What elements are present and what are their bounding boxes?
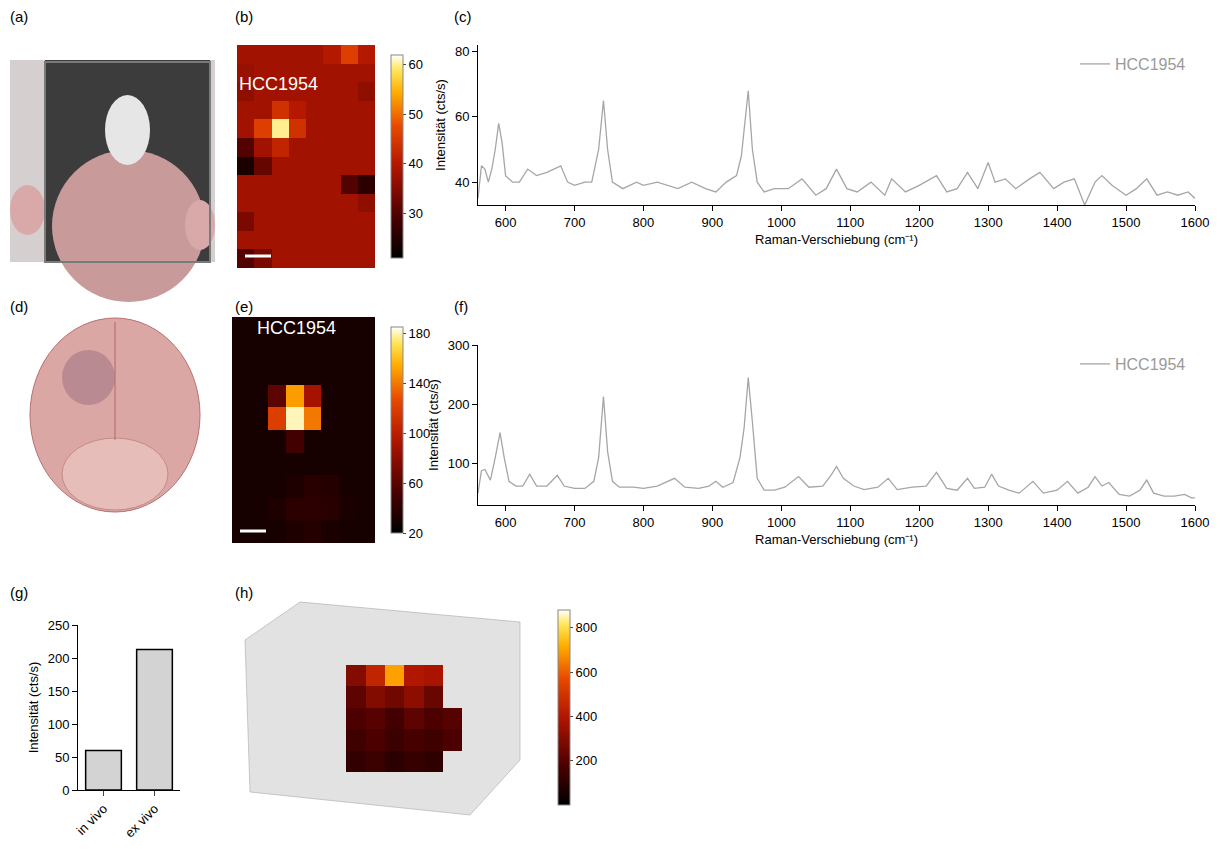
svg-text:1500: 1500	[1112, 515, 1141, 530]
svg-text:40: 40	[409, 156, 423, 171]
svg-text:Intensität (cts/s): Intensität (cts/s)	[426, 379, 441, 471]
svg-text:600: 600	[576, 665, 598, 680]
svg-text:200: 200	[48, 651, 70, 666]
svg-text:700: 700	[564, 215, 586, 230]
svg-text:HCC1954: HCC1954	[257, 318, 336, 338]
svg-text:180: 180	[409, 326, 431, 341]
svg-text:250: 250	[48, 618, 70, 633]
svg-text:800: 800	[633, 215, 655, 230]
svg-text:1600: 1600	[1181, 515, 1210, 530]
svg-text:80: 80	[455, 44, 469, 59]
svg-text:900: 900	[702, 215, 724, 230]
svg-text:ex vivo: ex vivo	[122, 801, 161, 840]
svg-text:1400: 1400	[1043, 515, 1072, 530]
svg-text:200: 200	[448, 397, 470, 412]
svg-text:900: 900	[702, 515, 724, 530]
svg-text:300: 300	[448, 338, 470, 353]
svg-text:800: 800	[576, 620, 598, 635]
svg-text:140: 140	[409, 376, 431, 391]
svg-text:100: 100	[409, 426, 431, 441]
svg-text:1200: 1200	[905, 215, 934, 230]
svg-text:50: 50	[55, 750, 69, 765]
svg-text:Raman-Verschiebung (cm⁻¹): Raman-Verschiebung (cm⁻¹)	[755, 232, 918, 247]
svg-text:(e): (e)	[235, 298, 253, 315]
svg-text:1600: 1600	[1181, 215, 1210, 230]
svg-text:1000: 1000	[767, 215, 796, 230]
svg-text:HCC1954: HCC1954	[1115, 356, 1185, 373]
svg-text:600: 600	[495, 515, 517, 530]
svg-text:(f): (f)	[454, 298, 468, 315]
svg-text:1400: 1400	[1043, 215, 1072, 230]
svg-text:800: 800	[633, 515, 655, 530]
svg-text:1500: 1500	[1112, 215, 1141, 230]
svg-text:20: 20	[409, 526, 423, 541]
svg-text:in vivo: in vivo	[74, 801, 111, 838]
svg-text:600: 600	[495, 215, 517, 230]
svg-text:Raman-Verschiebung (cm⁻¹): Raman-Verschiebung (cm⁻¹)	[755, 532, 918, 547]
svg-text:60: 60	[409, 476, 423, 491]
svg-text:(a): (a)	[10, 8, 28, 25]
svg-text:60: 60	[409, 57, 423, 72]
svg-text:1100: 1100	[836, 215, 864, 230]
svg-text:(g): (g)	[10, 584, 28, 601]
svg-text:60: 60	[455, 109, 469, 124]
svg-text:700: 700	[564, 515, 586, 530]
svg-text:100: 100	[448, 456, 470, 471]
svg-text:0: 0	[62, 783, 69, 798]
svg-text:150: 150	[48, 684, 70, 699]
svg-text:Intensität (cts/s): Intensität (cts/s)	[26, 662, 41, 754]
svg-text:HCC1954: HCC1954	[1115, 56, 1185, 73]
svg-text:(d): (d)	[10, 298, 28, 315]
svg-text:(c): (c)	[454, 8, 472, 25]
svg-text:1200: 1200	[905, 515, 934, 530]
svg-text:HCC1954: HCC1954	[239, 74, 318, 94]
svg-text:1000: 1000	[767, 515, 796, 530]
svg-text:30: 30	[409, 206, 423, 221]
svg-text:Intensität (cts/s): Intensität (cts/s)	[433, 79, 448, 171]
svg-text:1300: 1300	[974, 515, 1003, 530]
svg-text:1300: 1300	[974, 215, 1003, 230]
svg-text:40: 40	[455, 175, 469, 190]
svg-text:(h): (h)	[235, 584, 253, 601]
svg-text:50: 50	[409, 107, 423, 122]
svg-text:200: 200	[576, 753, 598, 768]
svg-text:400: 400	[576, 709, 598, 724]
svg-text:(b): (b)	[235, 8, 253, 25]
svg-text:100: 100	[48, 717, 70, 732]
svg-text:1100: 1100	[836, 515, 864, 530]
